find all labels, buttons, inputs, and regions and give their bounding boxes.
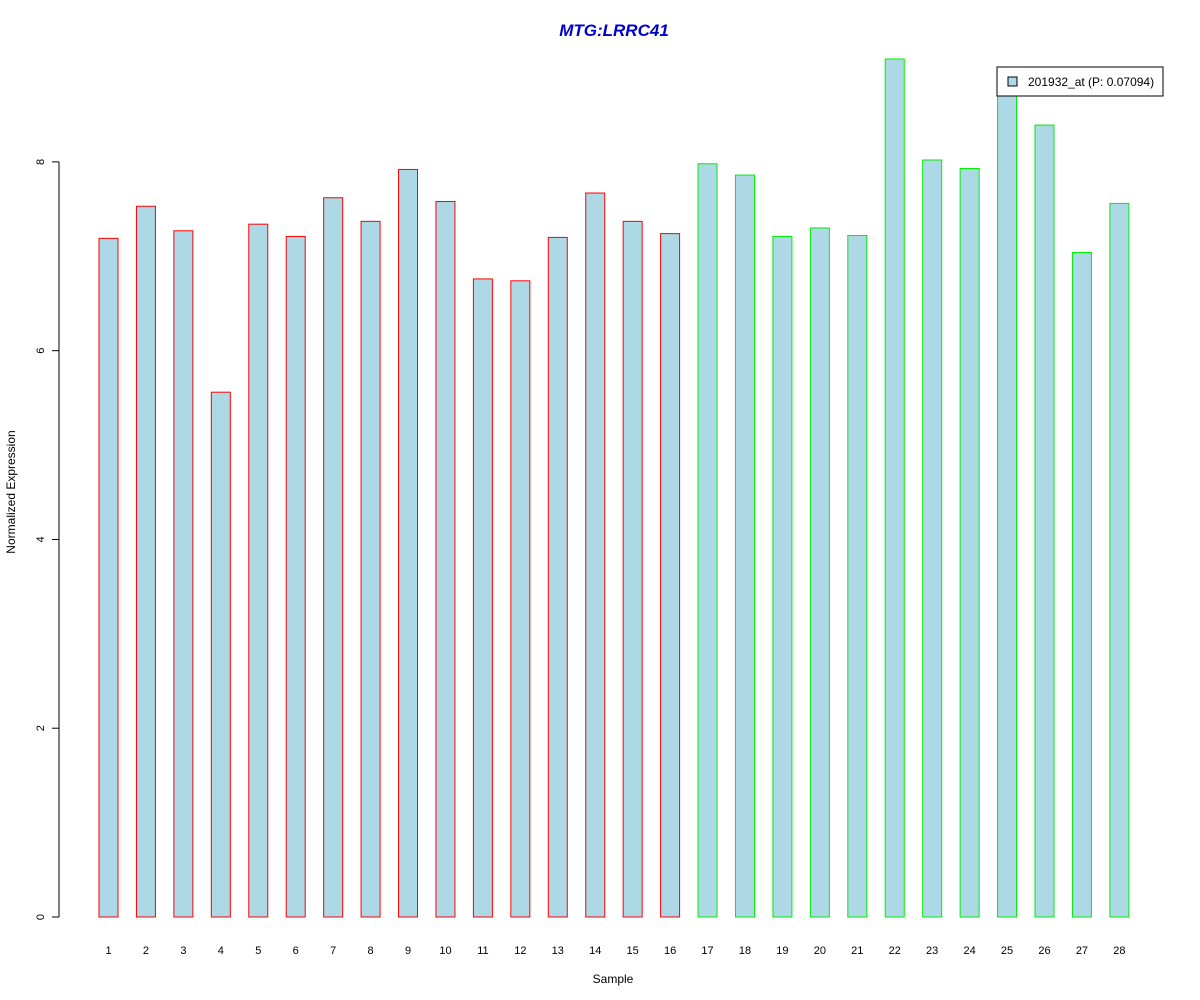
x-tick-label: 2 — [143, 945, 149, 957]
bar-sample-5 — [248, 223, 269, 918]
x-tick-label: 23 — [926, 945, 938, 957]
y-axis-label: Normalized Expression — [4, 430, 18, 553]
x-tick-label: 6 — [293, 945, 299, 957]
x-tick-label: 28 — [1113, 945, 1125, 957]
x-tick-label: 16 — [664, 945, 676, 957]
bar-sample-19 — [772, 235, 793, 918]
x-tick-label: 13 — [552, 945, 564, 957]
y-tick-label: 8 — [35, 159, 47, 165]
x-tick-label: 24 — [963, 945, 975, 957]
x-tick-label: 27 — [1076, 945, 1088, 957]
legend-label: 201932_at (P: 0.07094) — [1028, 75, 1154, 89]
bars-group — [98, 58, 1130, 918]
x-axis-label: Sample — [593, 972, 634, 986]
bar-sample-10 — [435, 201, 456, 918]
bar-sample-4 — [210, 391, 231, 918]
x-tick-label: 21 — [851, 945, 863, 957]
bar-sample-13 — [547, 236, 568, 918]
bar-sample-24 — [959, 167, 980, 918]
x-tick-label: 12 — [514, 945, 526, 957]
bar-sample-2 — [135, 205, 156, 918]
bar-sample-11 — [472, 278, 493, 918]
x-tick-label: 9 — [405, 945, 411, 957]
bar-sample-3 — [173, 230, 194, 918]
bar-sample-17 — [697, 163, 718, 918]
bar-sample-15 — [622, 220, 643, 918]
bar-sample-12 — [510, 280, 531, 918]
bar-sample-25 — [997, 93, 1018, 918]
legend-box — [996, 66, 1164, 97]
y-axis: 0 2 4 6 8 — [35, 159, 60, 920]
y-tick-label: 0 — [35, 914, 47, 920]
bar-sample-26 — [1034, 124, 1055, 918]
x-tick-label: 10 — [439, 945, 451, 957]
x-tick-label: 11 — [477, 945, 488, 957]
bar-sample-7 — [323, 197, 344, 918]
x-tick-label: 19 — [776, 945, 788, 957]
x-tick-label: 3 — [180, 945, 186, 957]
x-tick-label: 22 — [889, 945, 901, 957]
x-tick-label: 5 — [255, 945, 261, 957]
chart-title: MTG:LRRC41 — [559, 21, 669, 40]
y-tick-label: 6 — [35, 348, 47, 354]
x-tick-label: 14 — [589, 945, 601, 957]
x-tick-label: 20 — [814, 945, 826, 957]
bar-sample-23 — [922, 159, 943, 918]
y-tick-label: 4 — [35, 536, 47, 542]
bar-sample-16 — [660, 233, 681, 918]
y-tick-label: 2 — [35, 725, 47, 731]
bar-sample-18 — [734, 174, 755, 918]
bar-sample-14 — [585, 192, 606, 918]
bar-sample-22 — [884, 58, 905, 918]
x-tick-label: 4 — [218, 945, 224, 957]
bar-sample-27 — [1071, 251, 1092, 918]
bar-sample-8 — [360, 220, 381, 918]
x-tick-label: 26 — [1038, 945, 1050, 957]
x-tick-label: 1 — [105, 945, 111, 957]
x-tick-label: 17 — [701, 945, 713, 957]
legend: 201932_at (P: 0.07094) — [996, 66, 1164, 97]
x-tick-label: 8 — [368, 945, 374, 957]
bar-sample-9 — [398, 168, 419, 918]
x-tick-label: 15 — [627, 945, 639, 957]
x-tick-label: 25 — [1001, 945, 1013, 957]
bar-sample-6 — [285, 235, 306, 918]
legend-swatch — [1007, 76, 1018, 87]
x-tick-label: 18 — [739, 945, 751, 957]
x-tick-label: 7 — [330, 945, 336, 957]
bar-sample-20 — [809, 227, 830, 918]
bar-sample-21 — [847, 235, 868, 918]
bar-sample-1 — [98, 237, 119, 918]
x-tick-labels: 1 2 3 4 5 6 7 8 9 10 11 12 13 14 15 16 17 18 19 20 21 22 23 24 2… — [105, 945, 1125, 957]
bar-sample-28 — [1109, 202, 1130, 918]
